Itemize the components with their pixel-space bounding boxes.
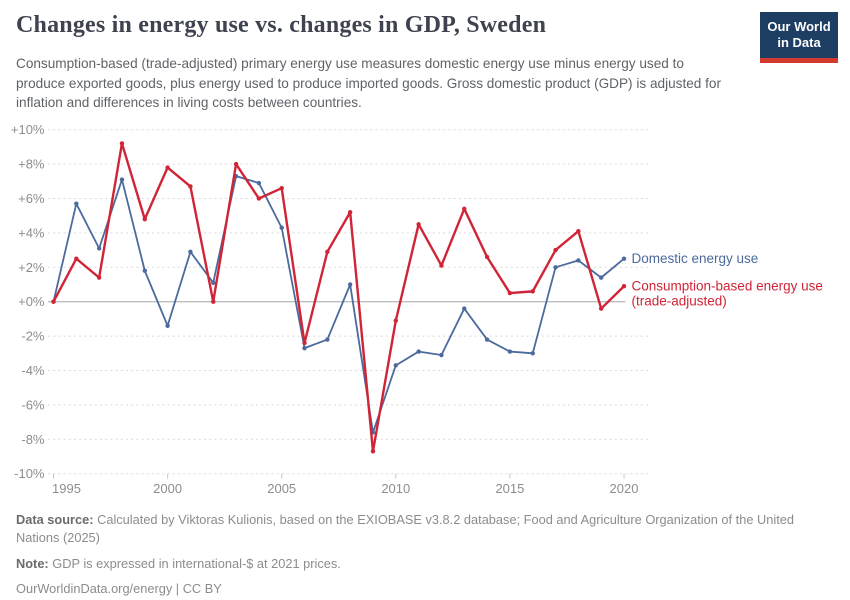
y-tick-label: +10% — [11, 122, 45, 137]
data-point-marker[interactable] — [416, 349, 421, 354]
series-line[interactable] — [52, 142, 626, 453]
data-point-marker[interactable] — [484, 337, 490, 342]
series-line[interactable] — [52, 175, 625, 434]
data-point-marker[interactable] — [233, 161, 239, 167]
data-point-marker[interactable] — [621, 284, 627, 289]
x-tick-label: 2000 — [153, 481, 182, 496]
y-tick-label: -6% — [21, 397, 45, 412]
x-tick-label: 2005 — [267, 481, 296, 496]
owid-logo-line1: Our World — [767, 19, 831, 34]
y-tick-label: -2% — [21, 329, 45, 344]
y-tick-label: +0% — [18, 294, 45, 309]
data-point-marker[interactable] — [325, 337, 330, 342]
data-point-marker[interactable] — [279, 225, 284, 230]
data-point-marker[interactable] — [576, 228, 581, 234]
data-point-marker[interactable] — [507, 349, 513, 354]
data-point-marker[interactable] — [165, 165, 170, 170]
data-point-marker[interactable] — [256, 196, 262, 201]
data-point-marker[interactable] — [576, 258, 581, 263]
data-point-marker[interactable] — [621, 256, 627, 261]
data-point-marker[interactable] — [256, 180, 262, 186]
data-point-marker[interactable] — [51, 299, 56, 304]
data-point-marker[interactable] — [462, 306, 467, 311]
series-domestic-energy-use[interactable]: Domestic energy use — [51, 173, 759, 435]
footer-note-label: Note: — [16, 555, 49, 571]
footer-datasource: Data source: Calculated by Viktoras Kuli… — [16, 511, 836, 548]
data-point-marker[interactable] — [142, 216, 147, 222]
data-point-marker[interactable] — [74, 256, 79, 261]
footer-note-text: GDP is expressed in international-$ at 2… — [48, 555, 341, 571]
footer-datasource-label: Data source: — [16, 512, 94, 527]
data-point-marker[interactable] — [530, 351, 535, 356]
footer-datasource-text: Calculated by Viktoras Kulionis, based o… — [16, 512, 794, 546]
chart-area: -10% -8% -6% -4% -2% +0% +2% +4% +6% +8% +10% 1995 2… — [0, 115, 850, 500]
y-tick-label: +6% — [18, 191, 45, 206]
data-point-marker[interactable] — [370, 449, 376, 454]
x-axis: 1995 2000 2005 2010 2015 2020 — [52, 473, 639, 496]
data-point-marker[interactable] — [74, 201, 79, 206]
data-point-marker[interactable] — [439, 263, 444, 268]
x-tick-label: 1995 — [52, 481, 81, 496]
legend-label-consumption-based-energy-use[interactable]: Consumption-based energy use (trade-adjus… — [632, 278, 823, 308]
data-point-marker[interactable] — [347, 282, 353, 287]
x-tick-label: 2020 — [610, 481, 639, 496]
data-point-marker[interactable] — [302, 345, 307, 351]
data-point-marker[interactable] — [598, 275, 604, 280]
y-tick-label: +2% — [18, 260, 45, 275]
data-point-marker[interactable] — [598, 306, 604, 311]
y-tick-label: -8% — [21, 432, 45, 447]
plot-area[interactable]: -10% -8% -6% -4% -2% +0% +2% +4% +6% +8% +10% 1995 2… — [0, 115, 850, 500]
data-point-marker[interactable] — [553, 247, 558, 253]
data-point-marker[interactable] — [188, 184, 193, 189]
data-point-marker[interactable] — [142, 268, 147, 273]
chart-subtitle: Consumption-based (trade-adjusted) prima… — [16, 56, 721, 111]
data-point-marker[interactable] — [325, 249, 330, 255]
chart-footer: Data source: Calculated by Viktoras Kuli… — [16, 511, 836, 600]
y-tick-label: -10% — [14, 466, 45, 481]
data-point-marker[interactable] — [393, 363, 398, 368]
footer-divider: | — [172, 581, 183, 597]
data-point-marker[interactable] — [119, 177, 125, 182]
x-tick-label: 2015 — [495, 481, 524, 496]
x-tick-label: 2010 — [381, 481, 410, 496]
owid-logo[interactable]: Our World in Data — [760, 12, 838, 63]
data-point-marker[interactable] — [439, 352, 444, 358]
y-tick-label: +8% — [18, 157, 45, 172]
data-point-marker[interactable] — [462, 206, 467, 212]
data-point-marker[interactable] — [96, 275, 102, 280]
data-point-marker[interactable] — [507, 290, 513, 296]
data-point-marker[interactable] — [302, 340, 307, 346]
y-gridlines — [48, 129, 648, 475]
data-point-marker[interactable] — [530, 289, 535, 294]
footer-license: CC BY — [182, 581, 222, 597]
data-point-marker[interactable] — [211, 280, 216, 285]
data-point-marker[interactable] — [393, 318, 398, 323]
footer-link[interactable]: OurWorldinData.org/energy — [16, 581, 173, 597]
data-point-marker[interactable] — [553, 265, 558, 270]
y-tick-label: +4% — [18, 225, 45, 240]
data-point-marker[interactable] — [211, 299, 216, 304]
data-point-marker[interactable] — [119, 141, 125, 146]
data-point-marker[interactable] — [96, 246, 102, 251]
footer-citation: OurWorldinData.org/energy | CC BY — [16, 580, 836, 598]
y-axis-labels: -10% -8% -6% -4% -2% +0% +2% +4% +6% +8% +10% — [11, 122, 45, 481]
footer-note: Note: GDP is expressed in international-… — [16, 555, 836, 573]
data-point-marker[interactable] — [165, 323, 170, 328]
data-point-marker[interactable] — [188, 249, 193, 255]
data-point-marker[interactable] — [279, 185, 284, 191]
data-point-marker[interactable] — [416, 222, 421, 227]
owid-logo-line2: in Data — [777, 35, 821, 51]
chart-title: Changes in energy use vs. changes in GDP… — [16, 12, 547, 38]
series-consumption-based-energy-use[interactable]: Consumption-based energy use (trade-adjus… — [51, 141, 823, 454]
data-point-marker[interactable] — [347, 210, 353, 215]
y-tick-label: -4% — [21, 363, 45, 378]
legend-label-domestic-energy-use[interactable]: Domestic energy use — [632, 251, 759, 266]
data-point-marker[interactable] — [484, 254, 490, 260]
